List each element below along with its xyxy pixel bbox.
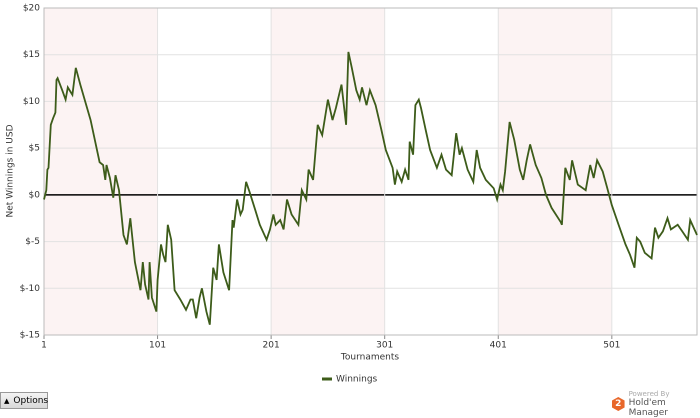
logo-name: Hold'em Manager xyxy=(628,398,669,418)
legend-label: Winnings xyxy=(336,375,378,385)
options-button[interactable]: ▲ Options xyxy=(0,392,48,409)
y-tick-label: $15 xyxy=(23,50,40,60)
band xyxy=(271,8,385,335)
logo-top: Powered By xyxy=(628,390,670,398)
x-tick-label: 1 xyxy=(41,341,47,351)
logo-icon: 2 xyxy=(612,397,625,411)
button-label: Options xyxy=(13,395,49,406)
y-tick-label: $5 xyxy=(29,144,40,154)
line xyxy=(43,51,698,325)
x-axis-label: Tournaments xyxy=(340,353,399,363)
y-axis-label: Net Winnings in USD xyxy=(6,124,16,217)
band xyxy=(498,8,612,335)
y-tick-label: $-5 xyxy=(25,237,40,247)
arrow-icon: ▲ xyxy=(4,396,10,405)
logo: 2 Powered By Hold'em Manager xyxy=(612,390,700,418)
x-tick-label: 301 xyxy=(376,341,393,351)
y-tick-label: $10 xyxy=(23,97,40,107)
y-tick-label: $-15 xyxy=(20,331,40,341)
x-tick-label: 401 xyxy=(490,341,507,351)
x-tick-label: 101 xyxy=(149,341,166,351)
chart: Net Winnings in USD Tournaments $20 $15 $1… xyxy=(6,4,698,385)
logo-text: Powered By Hold'em Manager xyxy=(629,390,700,418)
x-tick-label: 501 xyxy=(603,341,620,351)
y-tick-label: $20 xyxy=(23,4,40,14)
plot-frame xyxy=(43,7,698,336)
y-tick-label: $-10 xyxy=(20,284,41,294)
y-tick-label: $0 xyxy=(29,190,41,200)
x-tick-label: 201 xyxy=(263,341,280,351)
